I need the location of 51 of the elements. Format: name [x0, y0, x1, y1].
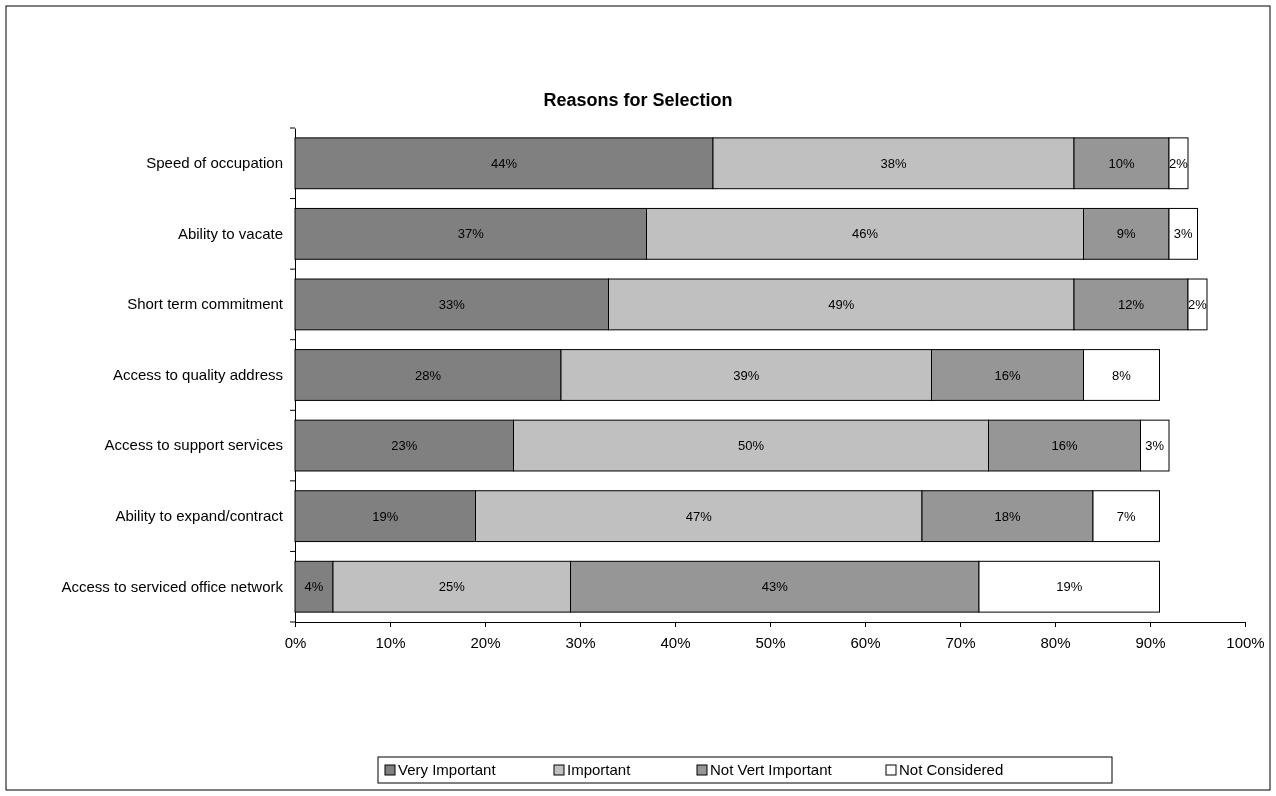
x-tick-label: 40%: [660, 634, 691, 651]
x-tick-label: 10%: [375, 634, 406, 651]
y-tick-label: Access to support services: [104, 436, 283, 454]
data-label: 2%: [1169, 155, 1189, 171]
data-label: 25%: [438, 579, 466, 595]
chart-title: Reasons for Selection: [543, 90, 733, 110]
data-label: 19%: [1056, 579, 1083, 595]
y-tick-label: Speed of occupation: [146, 154, 283, 172]
data-label: 3%: [1145, 438, 1165, 454]
data-label: 38%: [880, 155, 907, 171]
y-tick-label: Access to serviced office network: [61, 577, 284, 595]
x-tick-label: 0%: [284, 634, 307, 651]
x-tick-label: 90%: [1135, 634, 1166, 651]
y-tick-label: Short term commitment: [127, 295, 284, 313]
data-label: 16%: [1051, 438, 1078, 454]
y-tick-label: Ability to expand/contract: [115, 506, 284, 524]
x-tick-label: 100%: [1226, 634, 1265, 651]
data-label: 28%: [414, 367, 442, 383]
data-label: 8%: [1112, 367, 1132, 383]
y-tick-label: Ability to vacate: [177, 224, 283, 242]
x-tick-label: 60%: [850, 634, 881, 651]
x-tick-label: 70%: [945, 634, 976, 651]
data-label: 44%: [490, 155, 518, 171]
data-label: 3%: [1173, 226, 1194, 242]
data-label: 7%: [1116, 508, 1137, 524]
legend-label: Not Considered: [899, 761, 1004, 779]
legend-label: Not Vert Important: [710, 761, 833, 779]
data-label: 50%: [737, 438, 765, 454]
data-label: 49%: [828, 296, 855, 312]
data-label: 47%: [685, 508, 713, 524]
legend-label: Very Important: [398, 761, 497, 779]
data-label: 43%: [761, 579, 789, 595]
data-label: 33%: [438, 296, 466, 312]
data-label: 37%: [457, 226, 485, 242]
x-tick-label: 30%: [565, 634, 596, 651]
x-tick-label: 20%: [470, 634, 501, 651]
data-label: 9%: [1116, 226, 1137, 242]
data-label: 10%: [1108, 155, 1135, 171]
x-tick-label: 50%: [755, 634, 786, 651]
x-tick-label: 80%: [1040, 634, 1071, 651]
data-label: 39%: [733, 367, 760, 383]
data-label: 23%: [391, 438, 418, 454]
data-label: 12%: [1117, 296, 1145, 312]
data-label: 4%: [304, 579, 324, 595]
legend-label: Important: [567, 761, 632, 779]
data-label: 18%: [994, 508, 1021, 524]
y-tick-label: Access to quality address: [112, 365, 283, 383]
data-label: 2%: [1188, 296, 1208, 312]
data-label: 19%: [372, 508, 399, 524]
data-label: 46%: [851, 226, 879, 242]
data-label: 16%: [994, 367, 1021, 383]
